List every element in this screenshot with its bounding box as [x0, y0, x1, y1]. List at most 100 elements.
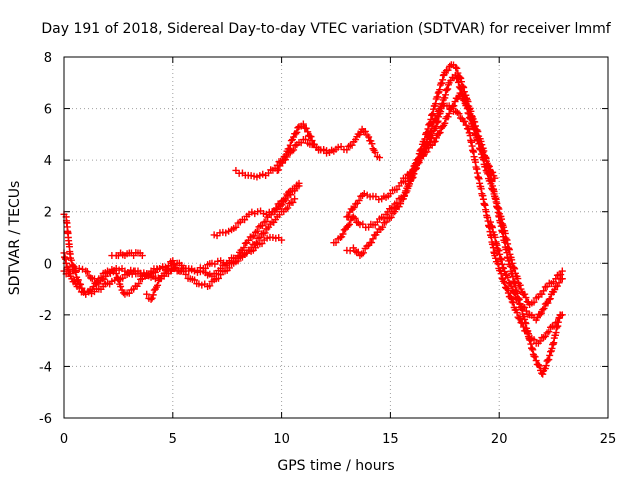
- data-point: [409, 166, 417, 174]
- data-point: [135, 280, 143, 288]
- data-point: [201, 264, 209, 272]
- data-point: [511, 265, 519, 273]
- data-point: [508, 298, 516, 306]
- data-point: [292, 130, 300, 138]
- data-point: [182, 270, 190, 278]
- data-point: [517, 285, 525, 293]
- data-point: [351, 247, 359, 255]
- data-point: [325, 148, 333, 156]
- x-tick-label: 15: [382, 432, 399, 447]
- data-point: [508, 259, 516, 267]
- data-point: [558, 267, 566, 275]
- data-point: [446, 62, 454, 70]
- data-point: [553, 282, 561, 290]
- data-point: [69, 267, 77, 275]
- data-point: [465, 110, 473, 118]
- data-point: [258, 222, 266, 230]
- data-point: [539, 370, 547, 378]
- data-point: [463, 105, 471, 113]
- chart-title: Day 191 of 2018, Sidereal Day-to-day VTE…: [41, 21, 611, 37]
- data-point: [163, 266, 171, 274]
- y-tick-label: 0: [44, 257, 52, 272]
- data-point: [482, 155, 490, 163]
- data-point: [544, 299, 552, 307]
- data-point: [72, 279, 80, 287]
- data-point: [534, 361, 542, 369]
- data-point: [422, 145, 430, 153]
- data-point: [436, 86, 444, 94]
- data-point: [351, 214, 359, 222]
- data-point: [522, 307, 530, 315]
- data-point: [307, 133, 315, 141]
- data-point: [541, 332, 549, 340]
- data-series-9: [330, 102, 566, 347]
- data-point: [423, 129, 431, 137]
- data-point: [344, 212, 352, 220]
- data-point: [545, 356, 553, 364]
- data-point: [206, 282, 214, 290]
- data-point: [453, 108, 461, 116]
- data-series-6: [210, 182, 303, 240]
- data-point: [547, 323, 555, 331]
- data-point: [294, 124, 302, 132]
- data-point: [291, 195, 299, 203]
- data-point: [488, 184, 496, 192]
- data-point: [164, 262, 172, 270]
- data-point: [516, 281, 524, 289]
- data-point: [468, 119, 476, 127]
- data-point: [510, 264, 518, 272]
- data-point: [87, 274, 95, 282]
- data-point: [154, 281, 162, 289]
- data-point: [521, 290, 529, 298]
- data-point: [345, 142, 353, 150]
- data-point: [418, 152, 426, 160]
- data-point: [537, 309, 545, 317]
- data-point: [489, 186, 497, 194]
- data-point: [452, 63, 460, 71]
- data-point: [283, 153, 291, 161]
- data-point: [248, 233, 256, 241]
- data-point: [278, 236, 286, 244]
- data-point: [138, 252, 146, 260]
- data-point: [434, 89, 442, 97]
- data-point: [365, 133, 373, 141]
- data-point: [540, 334, 548, 342]
- data-point: [479, 148, 487, 156]
- data-point: [429, 131, 437, 139]
- data-point: [460, 95, 468, 103]
- data-point: [471, 129, 479, 137]
- data-point: [470, 124, 478, 132]
- data-point: [504, 274, 512, 282]
- data-points: [60, 61, 566, 378]
- data-point: [143, 290, 151, 298]
- data-point: [462, 121, 470, 129]
- data-point: [402, 174, 410, 182]
- data-point: [425, 121, 433, 129]
- data-point: [546, 295, 554, 303]
- data-point: [147, 295, 155, 303]
- data-point: [485, 162, 493, 170]
- x-tick-label: 0: [60, 432, 68, 447]
- data-point: [442, 86, 450, 94]
- data-point: [435, 129, 443, 137]
- data-point: [382, 218, 390, 226]
- data-point: [387, 213, 395, 221]
- data-point: [295, 182, 303, 190]
- data-point: [436, 129, 444, 137]
- data-point: [510, 289, 518, 297]
- data-point: [424, 125, 432, 133]
- data-point: [414, 160, 422, 168]
- x-axis-label: GPS time / hours: [277, 458, 394, 474]
- data-point: [75, 284, 83, 292]
- x-tick-label: 25: [600, 432, 617, 447]
- data-point: [481, 153, 489, 161]
- data-point: [441, 94, 449, 102]
- data-point: [253, 227, 261, 235]
- data-point: [444, 66, 452, 74]
- data-point: [543, 329, 551, 337]
- data-point: [509, 288, 517, 296]
- x-tick-label: 20: [491, 432, 508, 447]
- data-point: [426, 138, 434, 146]
- data-point: [475, 137, 483, 145]
- data-point: [361, 127, 369, 135]
